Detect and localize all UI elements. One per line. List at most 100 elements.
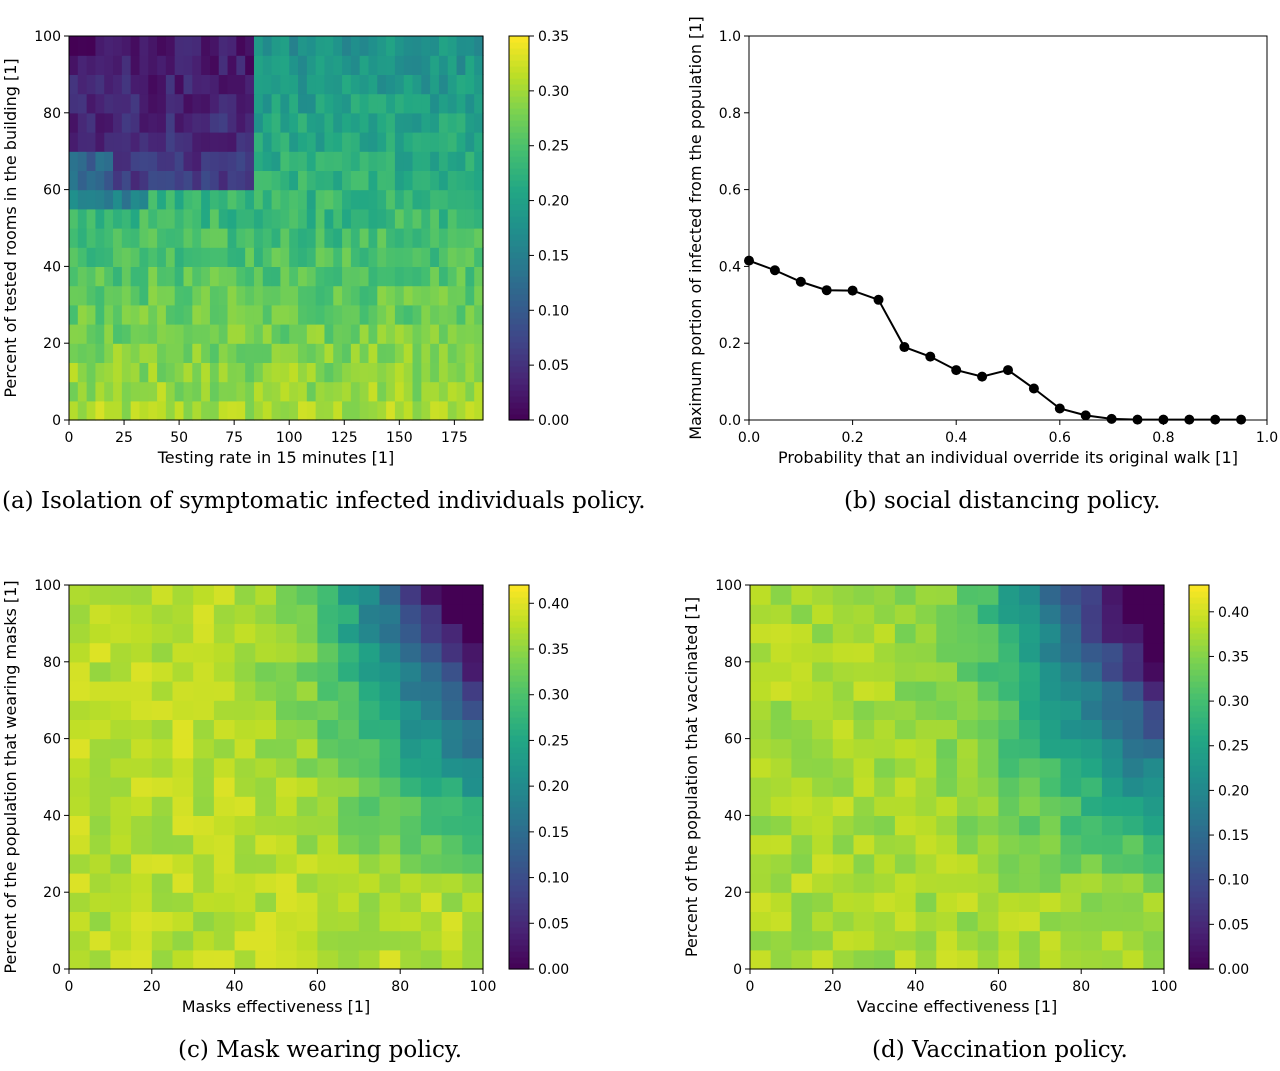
heatmap-cell [201,36,211,56]
heatmap-cell [148,324,158,344]
heatmap-cell [317,834,339,855]
heatmap-cell [89,911,111,932]
heatmap-cell [1101,604,1124,624]
heatmap-cell [853,623,875,644]
heatmap-cell [1019,949,1041,970]
heatmap-cell [296,930,318,951]
heatmap-cell [420,834,443,855]
heatmap-cell [1060,873,1082,893]
heatmap-cell [306,112,317,133]
heatmap-cell [456,151,466,171]
heatmap-cell [342,55,352,75]
heatmap-cell [234,642,256,663]
heatmap-cell [368,266,378,287]
heatmap-cell [915,585,937,605]
heatmap-cell [104,36,114,56]
colorbar-segment [509,108,529,115]
heatmap-cell [853,873,875,893]
heatmap-cell [430,55,440,75]
heatmap-cell [474,400,484,421]
heatmap-cell [915,623,937,644]
heatmap-cell [350,208,361,229]
heatmap-cell [430,74,440,95]
heatmap-cell [456,74,466,95]
heatmap-cell [474,304,484,325]
heatmap-cell [218,324,229,344]
heatmap-cell [227,400,237,421]
heatmap-cell [350,151,361,171]
heatmap-cell [130,362,141,383]
heatmap-cell [236,74,246,95]
heatmap-cell [227,362,237,383]
heatmap-cell [359,74,370,95]
heatmap-cell [750,661,772,682]
heatmap-cell [441,623,463,644]
heatmap-cell [104,324,114,344]
colorbar-segment [1189,585,1209,592]
heatmap-cell [95,93,105,114]
heatmap-cell [201,266,211,287]
colorbar: 0.000.050.100.150.200.250.300.350.40 [1188,584,1249,978]
x-tick-label: 80 [1072,979,1090,995]
colorbar-segment [509,246,529,253]
heatmap-cell [977,604,999,624]
colorbar-segment [1189,597,1209,604]
heatmap-cell [253,228,264,248]
heatmap-cell [77,228,88,248]
heatmap-cell [192,381,202,402]
x-tick-label: 20 [143,979,161,995]
heatmap-cell [1039,853,1062,874]
heatmap-cell [289,343,299,363]
heatmap-cell [474,132,484,152]
x-tick-label: 0 [65,979,74,995]
heatmap-cell [812,604,834,624]
heatmap-cell [324,400,334,421]
heatmap-cell [298,304,308,325]
colorbar-segment [509,294,529,301]
heatmap-cell [462,796,484,816]
colorbar-segment [509,963,529,970]
colorbar-tick-label: 0.20 [1218,783,1249,799]
heatmap-cell [324,324,334,344]
heatmap-cell [276,853,298,874]
heatmap-cell [298,247,308,267]
x-tick-label: 150 [386,430,413,446]
heatmap-cell [77,93,88,114]
heatmap-cell [936,604,958,624]
heatmap-cell [474,55,484,75]
heatmap-cell [130,228,141,248]
heatmap-cell [255,796,277,816]
heatmap-cell [236,93,246,114]
heatmap-cell [1122,661,1144,682]
heatmap-cell [421,36,431,56]
heatmap-cell [874,585,896,605]
heatmap-cell [853,834,875,855]
heatmap-cell [89,757,111,778]
heatmap-cell [350,266,361,287]
heatmap-cell [110,777,132,797]
heatmap-cell [69,873,91,893]
colorbar-tick-label: 0.20 [538,194,569,210]
heatmap-cell [465,112,475,133]
heatmap-cell [1019,738,1041,759]
heatmap-cell [420,930,443,951]
heatmap-cell [430,362,440,383]
heatmap-cell [306,247,317,267]
colorbar-segment [1189,753,1209,760]
heatmap-cell [130,247,141,267]
heatmap-cell [306,55,317,75]
heatmap-cell [245,208,255,229]
heatmap-cell [359,132,370,152]
colorbar-segment [1189,651,1209,658]
heatmap-cell [465,93,475,114]
heatmap-cell [165,247,176,267]
heatmap-cell [289,112,299,133]
heatmap-cell [218,74,229,95]
heatmap-cell [234,892,256,912]
heatmap-cell [447,151,458,171]
heatmap-cell [89,777,111,797]
x-tick-label: 75 [225,430,243,446]
heatmap-cell [358,930,381,951]
heatmap-cell [957,796,979,816]
heatmap-cell [271,343,282,363]
